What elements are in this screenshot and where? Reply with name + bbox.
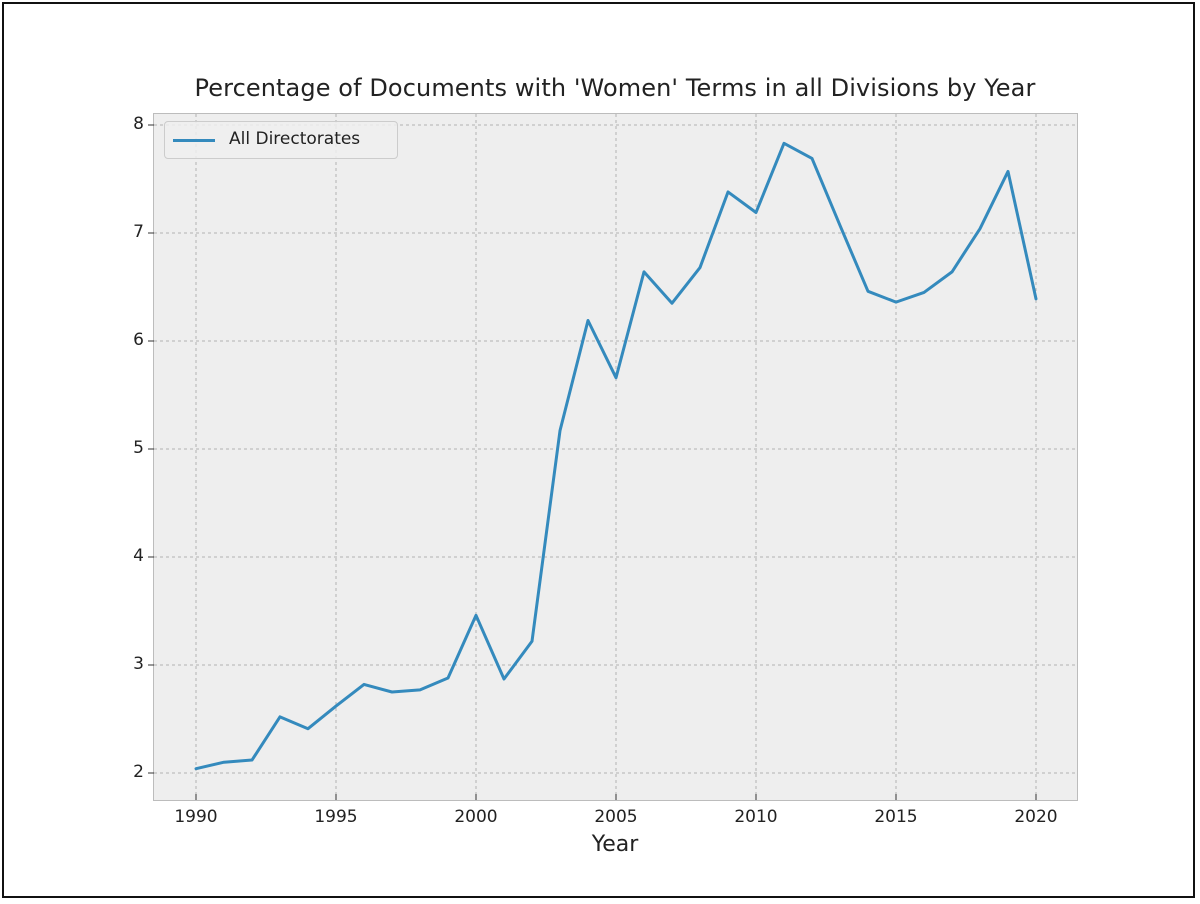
- x-tick-label: 2015: [874, 807, 918, 827]
- legend-label: All Directorates: [229, 129, 361, 149]
- gridlines: [154, 114, 1077, 800]
- x-tick-label: 2010: [734, 807, 778, 827]
- x-tick-label: 2000: [454, 807, 498, 827]
- series-line-all-directorates: [194, 141, 1038, 771]
- x-tick-label: 2020: [1014, 807, 1058, 827]
- legend-line-swatch: [173, 139, 215, 142]
- x-tick-label: 1995: [314, 807, 358, 827]
- x-axis-label: Year: [591, 832, 639, 857]
- x-tick-label: 2005: [594, 807, 638, 827]
- chart-title: Percentage of Documents with 'Women' Ter…: [194, 74, 1036, 102]
- y-tick-label: 7: [133, 222, 144, 242]
- y-tick-label: 8: [133, 114, 144, 134]
- y-tick-label: 3: [133, 654, 144, 674]
- y-tick-label: 4: [133, 546, 144, 566]
- legend: All Directorates: [164, 121, 398, 159]
- x-tick-label: 1990: [174, 807, 218, 827]
- y-tick-label: 6: [133, 330, 144, 350]
- y-tick-label: 5: [133, 438, 144, 458]
- tick-marks: [148, 124, 1037, 800]
- y-tick-label: 2: [133, 762, 144, 782]
